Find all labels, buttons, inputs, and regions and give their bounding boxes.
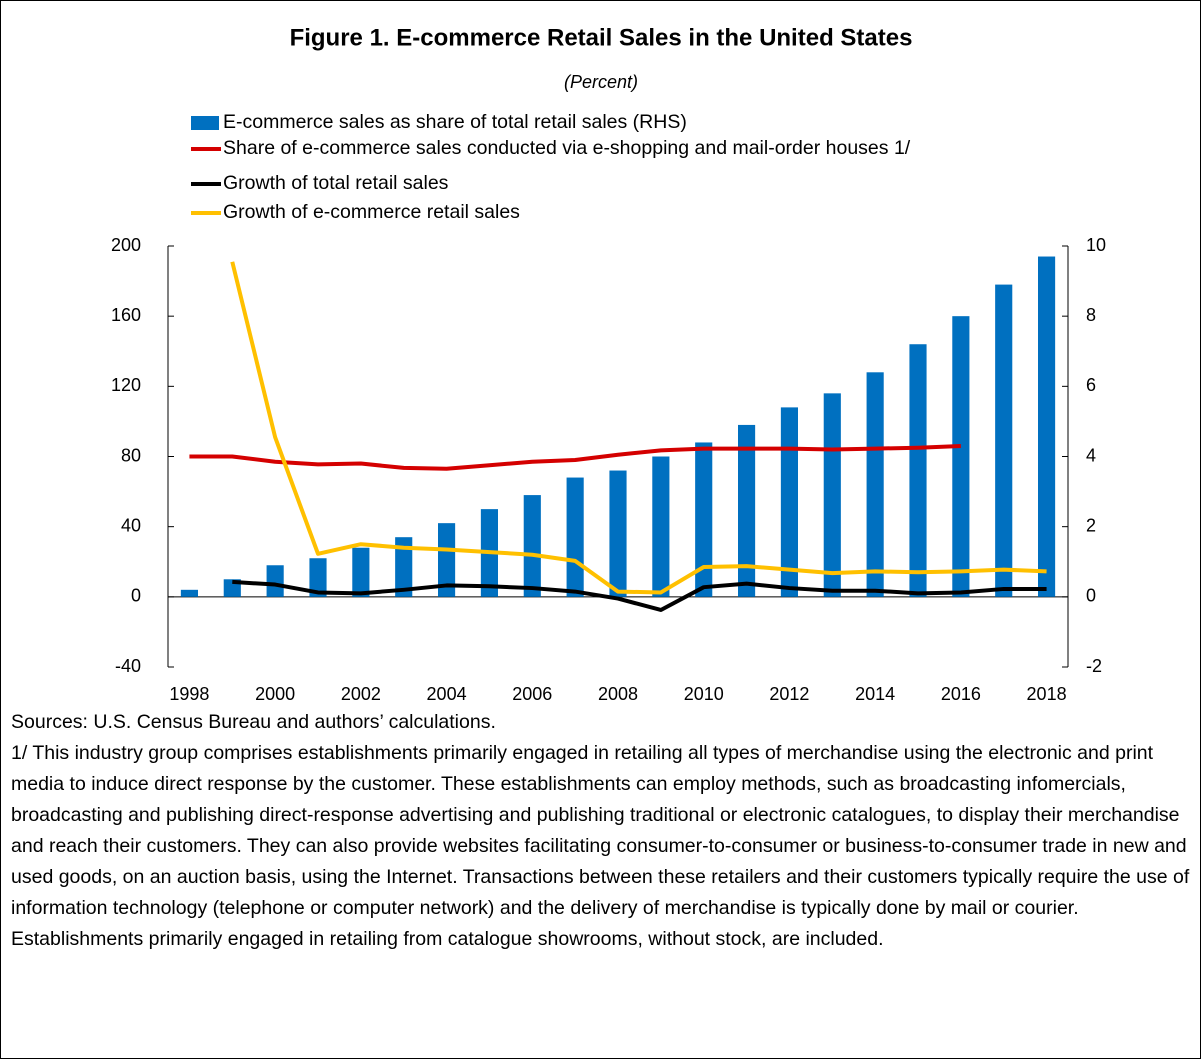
legend-label: E-commerce sales as share of total retai…: [223, 111, 687, 133]
bar: [609, 470, 627, 597]
bar: [438, 523, 456, 597]
footnote: 1/ This industry group comprises establi…: [11, 742, 1190, 950]
legend-label: Share of e-commerce sales conducted via …: [223, 137, 911, 159]
y2-tick-label: 2: [1086, 515, 1096, 535]
x-tick-label: 2016: [941, 684, 981, 701]
x-tick-label: 2014: [855, 684, 895, 701]
bar: [652, 456, 670, 597]
bar: [995, 284, 1013, 597]
bar: [266, 565, 284, 597]
bar: [909, 344, 927, 597]
x-tick-label: 1998: [169, 684, 209, 701]
bar: [866, 372, 884, 597]
chart-title: Figure 1. E-commerce Retail Sales in the…: [290, 24, 913, 51]
bar: [738, 424, 756, 597]
bar: [180, 589, 198, 597]
x-tick-label: 2008: [598, 684, 638, 701]
x-tick-label: 2018: [1027, 684, 1067, 701]
bar: [352, 547, 370, 597]
y-tick-label: 120: [111, 375, 141, 395]
y-tick-label: 200: [111, 235, 141, 255]
line: [230, 261, 1047, 595]
bar: [780, 407, 798, 597]
y2-tick-label: 6: [1086, 375, 1096, 395]
y2-tick-label: 10: [1086, 235, 1106, 255]
x-tick-label: 2004: [427, 684, 467, 701]
y-tick-label: 160: [111, 305, 141, 325]
line: [189, 443, 961, 471]
bar: [823, 393, 841, 597]
bar: [566, 477, 584, 597]
notes: Sources: U.S. Census Bureau and authors’…: [11, 707, 1191, 955]
x-tick-label: 2006: [512, 684, 552, 701]
chart: Figure 1. E-commerce Retail Sales in the…: [111, 24, 1106, 701]
y-tick-label: 0: [131, 586, 141, 606]
source-note: Sources: U.S. Census Bureau and authors’…: [11, 711, 496, 733]
bar: [523, 495, 541, 597]
x-tick-label: 2012: [769, 684, 809, 701]
bar: [695, 442, 713, 597]
chart-subtitle: (Percent): [564, 72, 638, 92]
y2-tick-label: 4: [1086, 445, 1096, 465]
y2-tick-label: 8: [1086, 305, 1096, 325]
bar: [309, 558, 327, 597]
legend-label: Growth of e-commerce retail sales: [223, 201, 520, 223]
bar: [1038, 256, 1056, 597]
x-tick-label: 2000: [255, 684, 295, 701]
bar: [952, 316, 970, 597]
y-tick-label: 80: [121, 445, 141, 465]
bar: [395, 537, 413, 597]
line: [232, 579, 1047, 612]
legend-swatch: [191, 116, 219, 130]
y-tick-label: -40: [115, 656, 141, 676]
legend-label: Growth of total retail sales: [223, 172, 449, 194]
y2-tick-label: -2: [1086, 656, 1102, 676]
x-tick-label: 2002: [341, 684, 381, 701]
y-tick-label: 40: [121, 515, 141, 535]
x-tick-label: 2010: [684, 684, 724, 701]
y2-tick-label: 0: [1086, 586, 1096, 606]
